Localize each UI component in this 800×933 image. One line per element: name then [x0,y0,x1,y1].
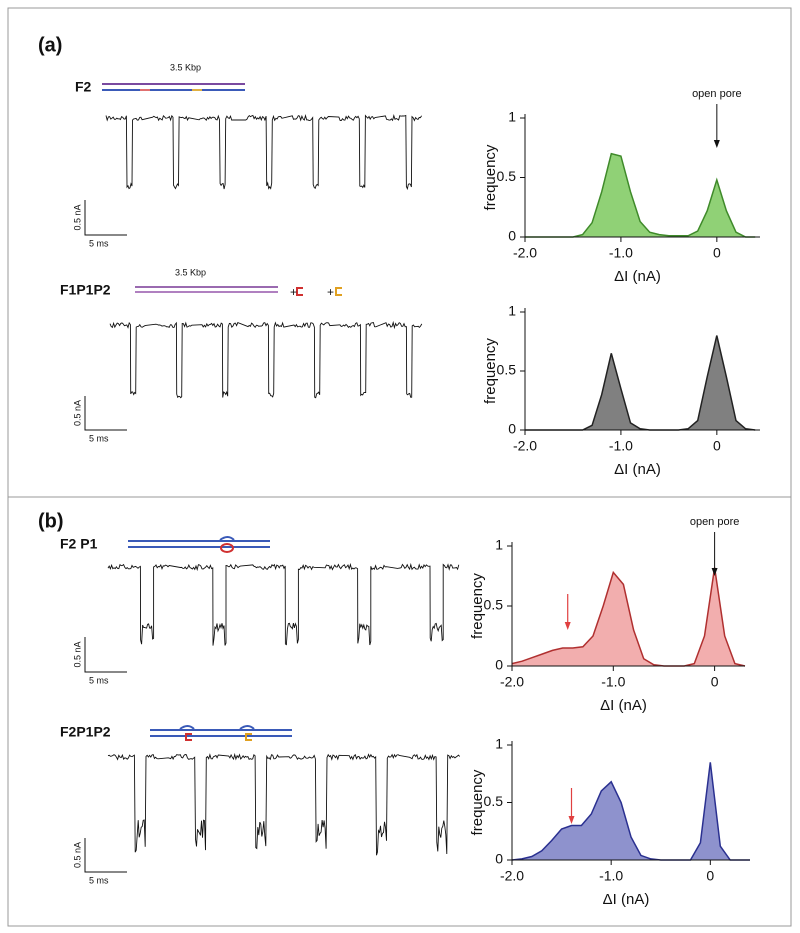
annotation: open pore [690,516,740,528]
current-trace [109,320,423,399]
x-axis-label: ΔI (nA) [614,461,661,478]
arrow-head [713,140,720,148]
x-tick-label: -1.0 [599,868,623,884]
current-trace [107,752,461,856]
y-tick-label: 0 [495,851,503,867]
dna-schematic [102,83,342,741]
x-tick-label: -1.0 [601,674,625,690]
distribution-area [512,762,750,860]
time-scale: 5 ms [89,238,109,248]
y-axis-label: frequency [482,144,499,210]
y-tick-label: 0 [495,657,503,673]
x-axis-label: ΔI (nA) [614,268,661,285]
y-tick-label: 0.5 [484,597,504,613]
y-tick-label: 1 [508,109,516,125]
time-scale: 5 ms [89,433,109,443]
y-tick-label: 0 [508,421,516,437]
scale-bar [84,396,127,431]
scale-bar [84,838,127,873]
trace-name: F2 [75,79,92,95]
y-tick-label: 0.5 [497,168,517,184]
y-tick-label: 1 [495,736,503,752]
panel-label: (a) [38,34,62,56]
trace-name: F2P1P2 [60,724,111,740]
current-scale: 0.5 nA [72,204,82,230]
annotation: open pore [692,88,742,100]
distribution-area [512,567,745,666]
time-scale: 5 ms [89,875,109,885]
plus-sign: + [290,285,297,299]
x-tick-label: 0 [706,868,714,884]
histogram: -2.0 -1.0 0 0 0.5 1 ΔI (nA) frequency open pore [482,88,760,285]
plus-sign: + [327,285,334,299]
dna-length: 3.5 Kbp [170,62,201,72]
y-tick-label: 1 [508,303,516,319]
arrow-head [568,816,575,824]
time-scale: 5 ms [89,675,109,685]
histogram: -2.0 -1.0 0 0 0.5 1 ΔI (nA) frequency open pore [469,516,746,714]
y-tick-label: 0 [508,228,516,244]
distribution-area [525,335,756,430]
x-tick-label: 0 [713,245,721,261]
y-axis-label: frequency [482,338,499,404]
x-tick-label: 0 [713,438,721,454]
current-trace [107,562,460,646]
fit-curve [511,567,746,667]
arrow-head [564,622,571,630]
fit-curve [511,762,750,861]
current-trace [105,113,422,191]
x-tick-label: -2.0 [513,438,537,454]
arrow-head [711,568,718,576]
x-tick-label: -2.0 [500,674,524,690]
y-tick-label: 0.5 [497,362,517,378]
x-tick-label: -1.0 [609,438,633,454]
x-axis-label: ΔI (nA) [603,891,650,908]
y-tick-label: 0.5 [484,793,504,809]
y-tick-label: 1 [495,537,503,553]
x-tick-label: -2.0 [500,868,524,884]
panel-label: (b) [38,510,64,532]
x-tick-label: -2.0 [513,245,537,261]
x-tick-label: 0 [711,674,719,690]
current-scale: 0.5 nA [72,641,82,667]
histogram: -2.0 -1.0 0 0 0.5 1 ΔI (nA) frequency [469,736,750,908]
histogram: -2.0 -1.0 0 0 0.5 1 ΔI (nA) frequency [482,303,760,478]
dna-length: 3.5 Kbp [175,267,206,277]
x-tick-label: -1.0 [609,245,633,261]
y-axis-label: frequency [469,573,486,639]
y-axis-label: frequency [469,769,486,835]
frame [7,7,792,927]
x-axis-label: ΔI (nA) [600,697,647,714]
scale-bar [84,200,127,236]
trace-name: F2 P1 [60,536,98,552]
current-scale: 0.5 nA [72,842,82,868]
scale-bar [84,637,127,673]
trace-name: F1P1P2 [60,282,111,298]
current-scale: 0.5 nA [72,400,82,426]
distribution-area [525,153,756,237]
